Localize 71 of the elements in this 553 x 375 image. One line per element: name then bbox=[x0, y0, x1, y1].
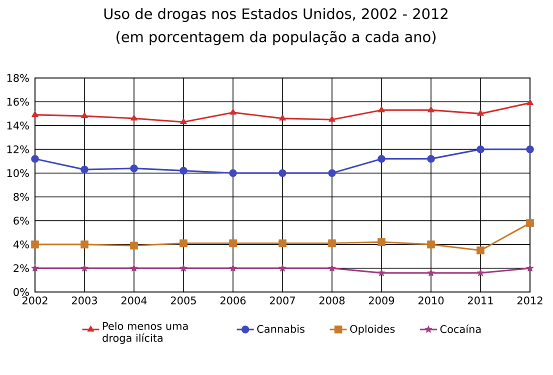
y-tick-label: 4% bbox=[13, 240, 29, 248]
point bbox=[378, 238, 386, 246]
point bbox=[476, 269, 484, 276]
point bbox=[31, 154, 39, 163]
point bbox=[32, 110, 38, 117]
point bbox=[229, 264, 237, 272]
y-tick-label: 8% bbox=[14, 192, 29, 201]
x-tick-label: 2004 bbox=[121, 296, 147, 304]
point bbox=[378, 154, 386, 163]
point bbox=[31, 264, 39, 272]
point bbox=[278, 169, 286, 177]
point bbox=[477, 110, 484, 116]
point bbox=[80, 240, 88, 248]
point bbox=[427, 154, 435, 163]
point bbox=[230, 108, 236, 115]
x-tick-label: 2006 bbox=[220, 296, 246, 304]
point bbox=[31, 240, 39, 248]
legend-label: Cocaína bbox=[440, 324, 481, 334]
point bbox=[80, 166, 88, 174]
legend-label: Cannabis bbox=[257, 324, 304, 333]
point bbox=[130, 264, 138, 272]
y-tick-label: 12% bbox=[7, 145, 29, 154]
x-tick-label: 2003 bbox=[72, 296, 97, 304]
point bbox=[278, 264, 286, 272]
point bbox=[328, 169, 336, 177]
point bbox=[180, 166, 188, 175]
point bbox=[427, 240, 435, 248]
point bbox=[180, 118, 187, 124]
point bbox=[526, 264, 534, 272]
chart-title: Uso de drogas nos Estados Unidos, 2002 - 2012 bbox=[104, 8, 448, 22]
x-tick-label: 2012 bbox=[517, 296, 542, 304]
point bbox=[328, 264, 336, 272]
y-tick-label: 18% bbox=[7, 74, 29, 82]
point bbox=[180, 264, 188, 272]
point bbox=[81, 112, 88, 118]
x-tick-label: 2005 bbox=[170, 296, 196, 304]
point bbox=[476, 145, 484, 154]
point bbox=[428, 106, 434, 112]
y-tick-label: 6% bbox=[14, 216, 29, 225]
point bbox=[130, 114, 138, 121]
point bbox=[130, 242, 138, 250]
x-tick-label: 2011 bbox=[468, 296, 493, 304]
point bbox=[279, 114, 286, 121]
y-tick-label: 2% bbox=[14, 264, 29, 272]
point bbox=[80, 264, 88, 272]
point bbox=[526, 145, 534, 154]
point bbox=[180, 239, 188, 248]
point bbox=[328, 239, 336, 248]
legend-label: Oploides bbox=[350, 324, 395, 335]
point bbox=[476, 246, 484, 254]
x-tick-label: 2009 bbox=[368, 296, 394, 304]
point bbox=[278, 239, 286, 248]
point bbox=[130, 164, 138, 172]
legend-label: Pelo menos uma droga ilícita bbox=[102, 322, 188, 344]
x-tick-label: 2007 bbox=[270, 296, 295, 304]
point bbox=[526, 99, 534, 106]
point bbox=[229, 169, 237, 177]
x-tick-label: 2010 bbox=[418, 296, 444, 304]
y-tick-label: 0% bbox=[14, 288, 29, 296]
point bbox=[378, 106, 385, 112]
point bbox=[427, 269, 435, 276]
y-tick-label: 16% bbox=[7, 98, 29, 106]
x-tick-label: 2008 bbox=[319, 296, 345, 304]
y-tick-label: 14% bbox=[7, 122, 29, 130]
point bbox=[229, 239, 237, 248]
point bbox=[378, 269, 386, 276]
point bbox=[328, 116, 336, 122]
point bbox=[526, 219, 534, 227]
y-tick-label: 10% bbox=[7, 169, 29, 178]
chart-subtitle: (em porcentagem da população a cada ano) bbox=[116, 30, 436, 46]
x-tick-label: 2002 bbox=[22, 296, 48, 304]
